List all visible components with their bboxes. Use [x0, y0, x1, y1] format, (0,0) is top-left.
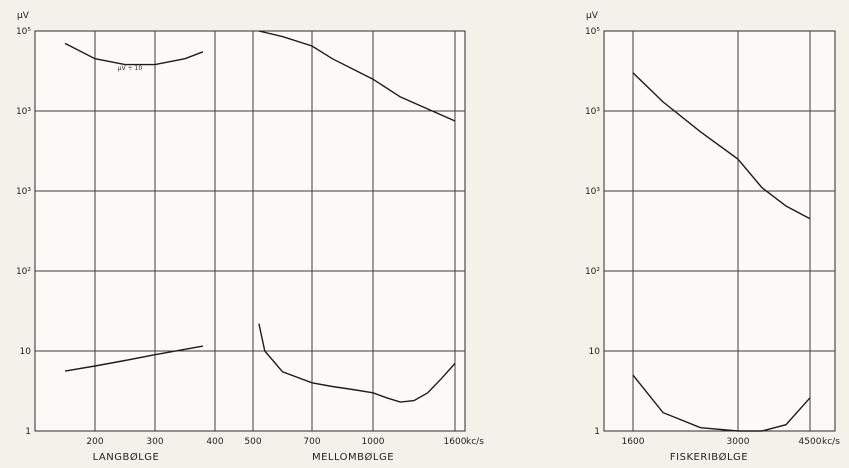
fiskeribolge-x-unit-label: kc/s	[822, 437, 840, 447]
mellombolge-curve-2	[258, 323, 456, 403]
langbolge-x-tick-label: 400	[206, 437, 223, 447]
right-y-tick-label: 10³	[585, 107, 600, 117]
left-y-tick-label: 10³	[16, 187, 31, 197]
mellombolge-x-tick-label: 500	[244, 437, 261, 447]
fiskeribolge-band-label: FISKERIBØLGE	[670, 451, 748, 463]
left-chart: 1 10 10² 10³ 10³ 10⁵ µV µV ÷ 10 200 300 400 500 700 1…	[16, 11, 484, 463]
langbolge-curve-annotation: µV ÷ 10	[118, 65, 143, 72]
right-y-tick-label: 10⁵	[585, 27, 600, 37]
left-y-tick-label: 10	[20, 347, 32, 357]
fiskeribolge-curve-2	[632, 374, 811, 432]
right-y-unit-label: µV	[586, 11, 599, 21]
right-y-tick-label: 1	[594, 427, 600, 437]
langbolge-band-label: LANGBØLGE	[93, 451, 160, 463]
langbolge-curve-2	[64, 345, 204, 372]
fiskeribolge-x-tick-label: 4500	[799, 437, 822, 447]
left-y-tick-label: 10³	[16, 107, 31, 117]
mellombolge-x-tick-label: 1600	[444, 437, 467, 447]
right-y-tick-label: 10³	[585, 187, 600, 197]
langbolge-x-tick-label: 300	[146, 437, 163, 447]
left-y-unit-label: µV	[17, 11, 30, 21]
mellombolge-x-tick-label: 1000	[362, 437, 385, 447]
mellombolge-curve-1	[258, 30, 456, 122]
right-y-tick-label: 10	[589, 347, 601, 357]
langbolge-curve-1	[64, 42, 204, 66]
left-plot-frame	[34, 30, 466, 432]
right-chart: 1 10 10² 10³ 10³ 10⁵ µV 1600 3000 4500 FISKERIBØLG…	[585, 11, 840, 463]
mellombolge-x-tick-label: 700	[303, 437, 320, 447]
right-plot-frame	[603, 30, 836, 432]
langbolge-x-tick-label: 200	[86, 437, 103, 447]
left-y-tick-label: 1	[25, 427, 31, 437]
left-y-tick-label: 10²	[16, 267, 31, 277]
fiskeribolge-x-tick-label: 3000	[727, 437, 750, 447]
mellombolge-band-label: MELLOMBØLGE	[312, 451, 394, 463]
fiskeribolge-curve-1	[632, 72, 811, 220]
fiskeribolge-x-tick-label: 1600	[622, 437, 645, 447]
left-y-tick-label: 10⁵	[16, 27, 31, 37]
mellombolge-x-unit-label: kc/s	[466, 437, 484, 447]
right-y-tick-label: 10²	[585, 267, 600, 277]
